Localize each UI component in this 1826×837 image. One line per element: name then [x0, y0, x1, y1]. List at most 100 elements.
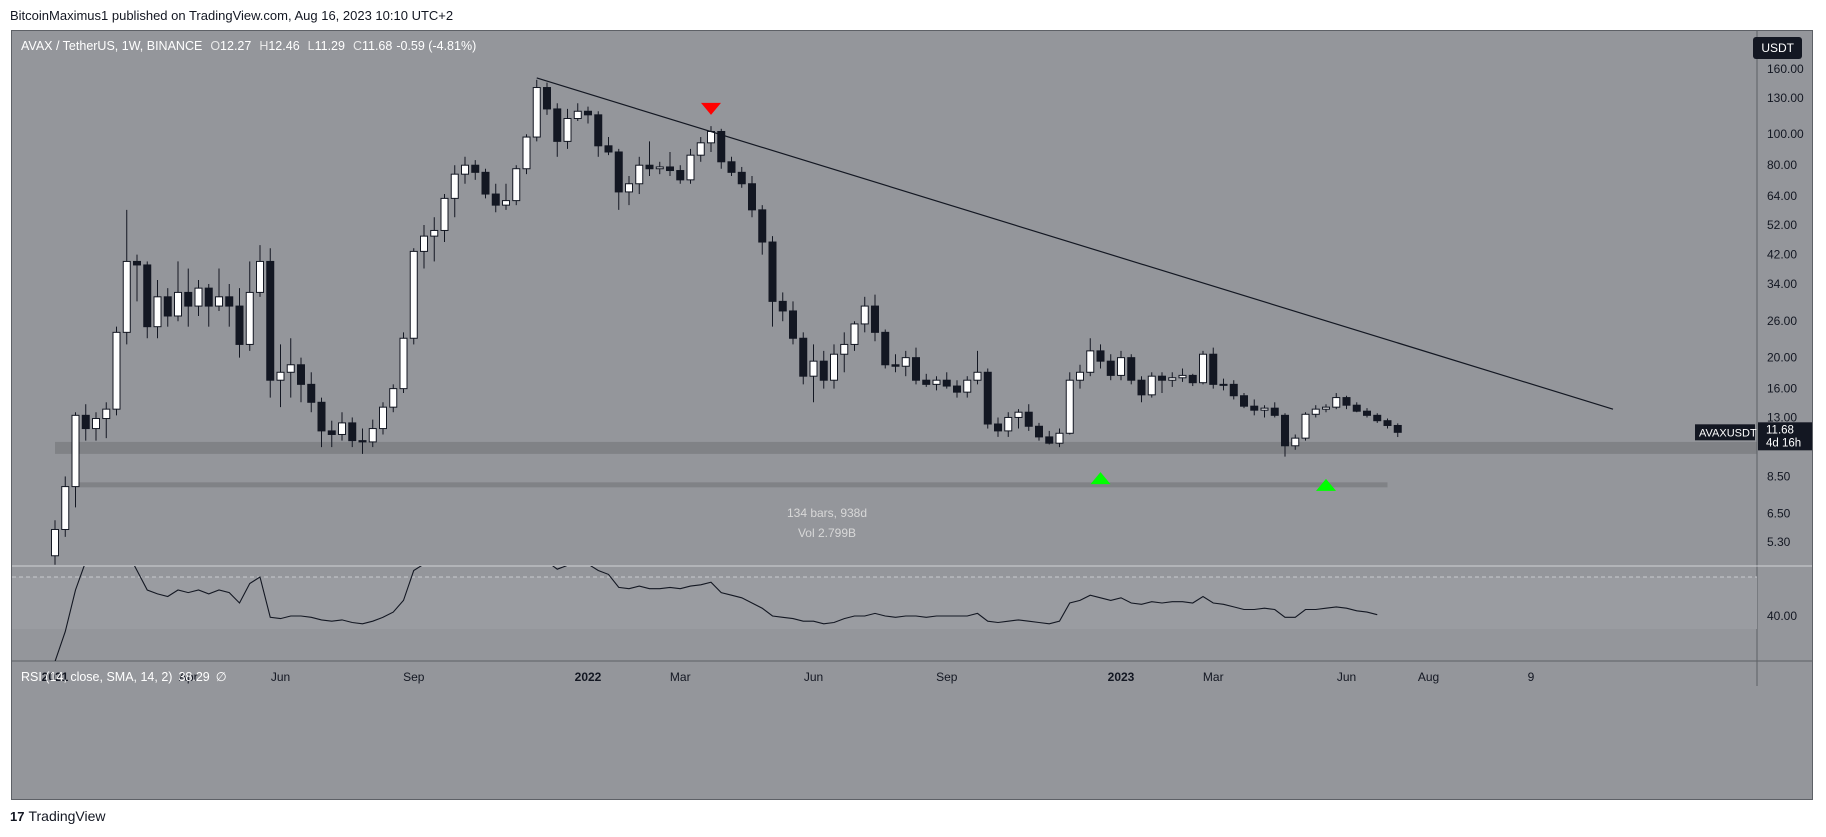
candle: [1178, 368, 1187, 382]
y-tick-label: 100.00: [1767, 127, 1804, 141]
candle-body: [297, 364, 305, 385]
candle-body: [1393, 424, 1402, 433]
candle: [1209, 347, 1218, 389]
candle: [666, 151, 674, 177]
candle-body: [1106, 360, 1115, 376]
candle: [1229, 380, 1238, 400]
candle-body: [327, 430, 336, 435]
candle: [420, 225, 428, 269]
x-tick-label: 9: [1528, 670, 1535, 684]
candle: [327, 420, 336, 448]
symbol-title: AVAX / TetherUS, 1W, BINANCE: [21, 39, 203, 53]
y-tick-label: 34.00: [1767, 277, 1797, 291]
candle: [932, 376, 941, 391]
candle: [1127, 354, 1136, 385]
candle: [748, 176, 756, 218]
candle: [819, 350, 828, 389]
candle: [348, 417, 357, 448]
candle-body: [932, 379, 941, 385]
support-zone: [55, 441, 1757, 454]
candle-body: [1383, 420, 1392, 426]
candle: [1219, 378, 1228, 391]
candle: [922, 373, 931, 387]
candle: [184, 268, 193, 327]
rsi-legend: RSI (14, close, SMA, 14, 2) 38.29 ∅: [21, 669, 227, 684]
candle: [614, 148, 623, 210]
candle-body: [871, 305, 879, 333]
candle: [1045, 430, 1054, 445]
candle: [1311, 405, 1320, 418]
candle: [973, 350, 982, 385]
candle-body: [912, 357, 920, 381]
candle-body: [881, 331, 890, 366]
candle: [51, 520, 59, 565]
candle: [1168, 372, 1177, 387]
candle: [758, 205, 767, 255]
candle-body: [379, 406, 387, 430]
candle: [194, 279, 203, 316]
candle-body: [635, 164, 644, 185]
y-tick-label: 42.00: [1767, 248, 1797, 262]
candle-body: [840, 343, 849, 355]
x-tick-label: Aug: [1418, 670, 1439, 684]
candle-body: [1373, 414, 1382, 422]
candle-body: [768, 241, 777, 302]
candle: [594, 111, 603, 157]
candle: [81, 404, 90, 441]
candle-body: [1076, 371, 1084, 381]
low-label: L: [307, 39, 315, 53]
candle: [953, 380, 961, 398]
candle-body: [789, 310, 797, 339]
candle: [1332, 393, 1341, 410]
candle-body: [1024, 411, 1033, 427]
rsi-axis-label: 40.00: [1767, 609, 1797, 623]
chart-frame[interactable]: 134 bars, 938d Vol 2.799B 160.00 130.00 100…: [11, 30, 1813, 800]
candle: [1393, 423, 1402, 438]
candle-body: [1004, 416, 1013, 432]
chart-canvas[interactable]: 134 bars, 938d Vol 2.799B 160.00 130.00 100…: [12, 31, 1812, 799]
rsi-ma-value: ∅: [215, 670, 227, 684]
y-tick-label: 6.50: [1767, 507, 1791, 521]
candle-body: [184, 291, 193, 307]
candle: [584, 106, 592, 124]
candle-body: [235, 305, 244, 345]
candle-body: [830, 353, 838, 381]
currency-button[interactable]: USDT: [1753, 37, 1802, 59]
price-tag: [1758, 422, 1812, 451]
candle-body: [809, 360, 818, 377]
candle-body: [1311, 408, 1320, 415]
footer-brand[interactable]: TradingView: [28, 808, 106, 824]
x-tick-label: 2022: [575, 670, 602, 684]
candle-body: [1147, 375, 1156, 396]
candle-body: [1178, 374, 1187, 379]
candle-body: [1240, 395, 1248, 407]
candle: [860, 296, 869, 333]
candle: [502, 183, 510, 210]
candle-body: [491, 193, 500, 206]
candle-body: [994, 423, 1002, 432]
candle-body: [655, 166, 664, 170]
x-tick-label: Sep: [936, 670, 958, 684]
candle: [963, 376, 972, 398]
candle-body: [922, 379, 931, 385]
candle-body: [1199, 353, 1207, 384]
candle-body: [1352, 404, 1361, 412]
candle-body: [645, 164, 654, 170]
candle: [1158, 372, 1166, 394]
candle: [1065, 372, 1074, 435]
candle-body: [1168, 377, 1177, 381]
y-tick-label: 160.00: [1767, 62, 1804, 76]
candle-body: [973, 371, 982, 381]
y-tick-label: 13.00: [1767, 410, 1797, 424]
candle-body: [317, 401, 326, 432]
candle: [1096, 344, 1105, 369]
change-value: -0.59 (-4.81%): [396, 39, 477, 53]
candle-body: [1281, 414, 1289, 447]
candle: [358, 428, 367, 454]
candle: [840, 332, 849, 373]
candle: [881, 329, 890, 369]
candle: [461, 156, 469, 184]
bearish-marker-icon: [701, 102, 721, 115]
candle-body: [307, 383, 316, 403]
candle-body: [963, 379, 972, 393]
